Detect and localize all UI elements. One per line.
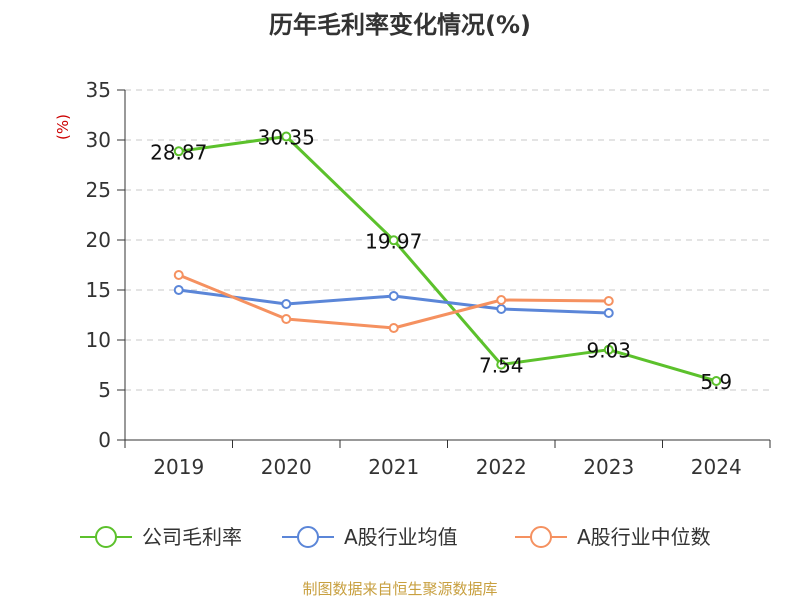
data-label: 5.9 <box>700 370 732 394</box>
y-tick-label: 10 <box>86 328 111 352</box>
x-tick-label: 2022 <box>476 455 527 479</box>
y-tick-label: 30 <box>86 128 111 152</box>
y-axis-label: (%) <box>54 114 72 140</box>
series-point-1 <box>173 285 184 295</box>
series-point-0 <box>496 359 507 370</box>
legend-marker <box>297 526 319 548</box>
x-tick-label: 2021 <box>368 455 419 479</box>
series-point-2 <box>173 270 184 280</box>
x-tick-label: 2024 <box>691 455 742 479</box>
data-label: 7.54 <box>479 354 524 378</box>
legend-item-label: 公司毛利率 <box>142 525 242 549</box>
series-point-1 <box>496 304 507 314</box>
series-point-0 <box>281 131 292 142</box>
grid-lines <box>125 89 770 391</box>
legend-marker <box>530 526 552 548</box>
legend-item-label: A股行业中位数 <box>577 525 711 549</box>
source-note: 制图数据来自恒生聚源数据库 <box>302 580 497 598</box>
series-point-0 <box>711 376 722 386</box>
series-point-1 <box>388 291 399 301</box>
series-point-2 <box>281 314 292 324</box>
axes: 0 5 10 15 20 25 30 35 2019 2020 2021 2022 2023 2024 <box>86 78 771 479</box>
series-point-0 <box>603 344 614 355</box>
legend: 公司毛利率 A股行业均值 A股行业中位数 <box>80 525 711 549</box>
y-tick-label: 0 <box>98 428 111 452</box>
y-tick-label: 20 <box>86 228 111 252</box>
series-point-0 <box>173 146 184 157</box>
data-label: 19.97 <box>365 229 422 253</box>
y-tick-label: 5 <box>98 378 111 402</box>
chart-title: 历年毛利率变化情况(%) <box>269 11 531 39</box>
series-point-2 <box>496 295 507 305</box>
data-label: 28.87 <box>150 140 207 164</box>
data-labels: 28.87 30.35 19.97 7.54 9.03 5.9 <box>150 126 732 395</box>
data-label: 9.03 <box>586 339 631 363</box>
series-lines <box>173 131 722 386</box>
y-tick-label: 25 <box>86 178 111 202</box>
y-tick-label: 15 <box>86 278 111 302</box>
series-line-0 <box>178 135 717 383</box>
x-tick-label: 2019 <box>153 455 204 479</box>
series-line-2 <box>178 273 609 330</box>
x-tick-label: 2020 <box>261 455 312 479</box>
legend-marker <box>95 526 117 548</box>
series-point-0 <box>388 235 399 246</box>
series-point-2 <box>388 323 399 333</box>
x-tick-label: 2023 <box>583 455 634 479</box>
legend-item-label: A股行业均值 <box>344 525 458 549</box>
series-point-1 <box>281 299 292 309</box>
series-point-2 <box>603 296 614 306</box>
y-tick-label: 35 <box>86 78 111 102</box>
series-point-1 <box>603 308 614 318</box>
data-label: 30.35 <box>258 126 315 150</box>
